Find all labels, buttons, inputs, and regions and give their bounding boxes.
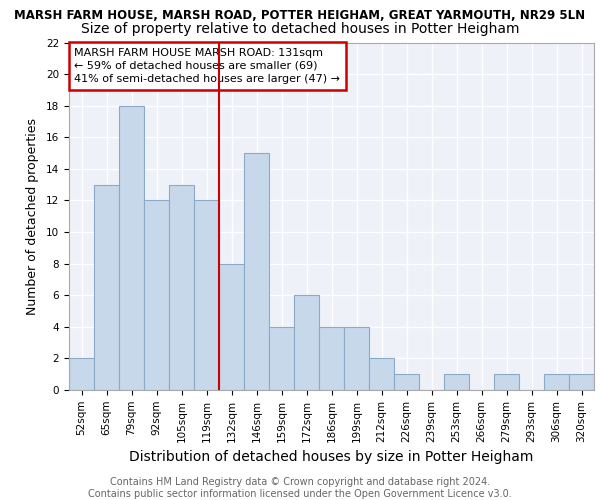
Bar bbox=[294, 295, 319, 390]
Bar bbox=[544, 374, 569, 390]
Bar bbox=[194, 200, 219, 390]
Bar bbox=[319, 327, 344, 390]
Text: Size of property relative to detached houses in Potter Heigham: Size of property relative to detached ho… bbox=[81, 22, 519, 36]
Text: MARSH FARM HOUSE MARSH ROAD: 131sqm
← 59% of detached houses are smaller (69)
41: MARSH FARM HOUSE MARSH ROAD: 131sqm ← 59… bbox=[74, 48, 340, 84]
Bar bbox=[444, 374, 469, 390]
Bar bbox=[569, 374, 594, 390]
Text: Contains HM Land Registry data © Crown copyright and database right 2024.
Contai: Contains HM Land Registry data © Crown c… bbox=[88, 478, 512, 499]
Bar bbox=[394, 374, 419, 390]
Bar bbox=[119, 106, 144, 390]
Bar bbox=[369, 358, 394, 390]
Bar bbox=[244, 153, 269, 390]
X-axis label: Distribution of detached houses by size in Potter Heigham: Distribution of detached houses by size … bbox=[130, 450, 533, 464]
Bar bbox=[269, 327, 294, 390]
Bar bbox=[144, 200, 169, 390]
Bar bbox=[169, 184, 194, 390]
Bar bbox=[69, 358, 94, 390]
Bar bbox=[219, 264, 244, 390]
Bar bbox=[494, 374, 519, 390]
Y-axis label: Number of detached properties: Number of detached properties bbox=[26, 118, 39, 315]
Bar bbox=[94, 184, 119, 390]
Text: MARSH FARM HOUSE, MARSH ROAD, POTTER HEIGHAM, GREAT YARMOUTH, NR29 5LN: MARSH FARM HOUSE, MARSH ROAD, POTTER HEI… bbox=[14, 9, 586, 22]
Bar bbox=[344, 327, 369, 390]
